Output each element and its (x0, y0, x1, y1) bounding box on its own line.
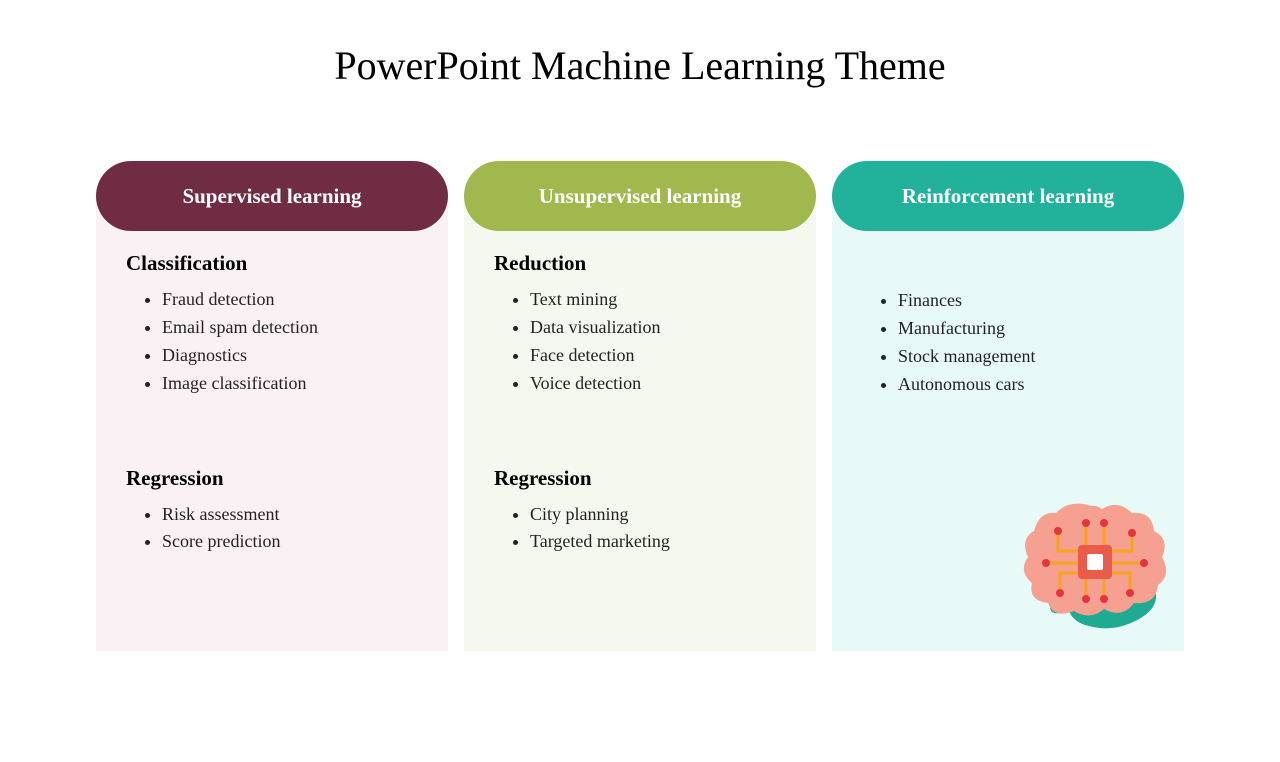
list-item: Data visualization (530, 314, 786, 342)
column-supervised: Classification Fraud detection Email spa… (96, 161, 448, 651)
column-unsupervised: Reduction Text mining Data visualization… (464, 161, 816, 651)
slide-title: PowerPoint Machine Learning Theme (0, 42, 1280, 89)
section-list: Risk assessment Score prediction (126, 501, 418, 557)
list-item: Email spam detection (162, 314, 418, 342)
section-list: Fraud detection Email spam detection Dia… (126, 286, 418, 398)
section-list: Finances Manufacturing Stock management … (862, 287, 1154, 399)
list-item: Targeted marketing (530, 528, 786, 556)
column-header: Supervised learning (96, 161, 448, 231)
section-list: City planning Targeted marketing (494, 501, 786, 557)
column-header: Reinforcement learning (832, 161, 1184, 231)
section-title: Regression (126, 466, 418, 491)
list-item: Autonomous cars (898, 371, 1154, 399)
column-body: Reduction Text mining Data visualization… (464, 193, 816, 651)
list-item: Finances (898, 287, 1154, 315)
section-title: Classification (126, 251, 418, 276)
list-item: City planning (530, 501, 786, 529)
section-title: Regression (494, 466, 786, 491)
list-item: Image classification (162, 370, 418, 398)
list-item: Fraud detection (162, 286, 418, 314)
column-reinforcement: Finances Manufacturing Stock management … (832, 161, 1184, 651)
list-item: Risk assessment (162, 501, 418, 529)
list-item: Score prediction (162, 528, 418, 556)
list-item: Face detection (530, 342, 786, 370)
column-body: Classification Fraud detection Email spa… (96, 193, 448, 651)
section-list: Text mining Data visualization Face dete… (494, 286, 786, 398)
column-header: Unsupervised learning (464, 161, 816, 231)
section-title: Reduction (494, 251, 786, 276)
list-item: Manufacturing (898, 315, 1154, 343)
columns-container: Classification Fraud detection Email spa… (0, 161, 1280, 651)
brain-chip-icon (1014, 491, 1174, 641)
list-item: Voice detection (530, 370, 786, 398)
list-item: Stock management (898, 343, 1154, 371)
list-item: Text mining (530, 286, 786, 314)
column-body: Finances Manufacturing Stock management … (832, 193, 1184, 651)
list-item: Diagnostics (162, 342, 418, 370)
